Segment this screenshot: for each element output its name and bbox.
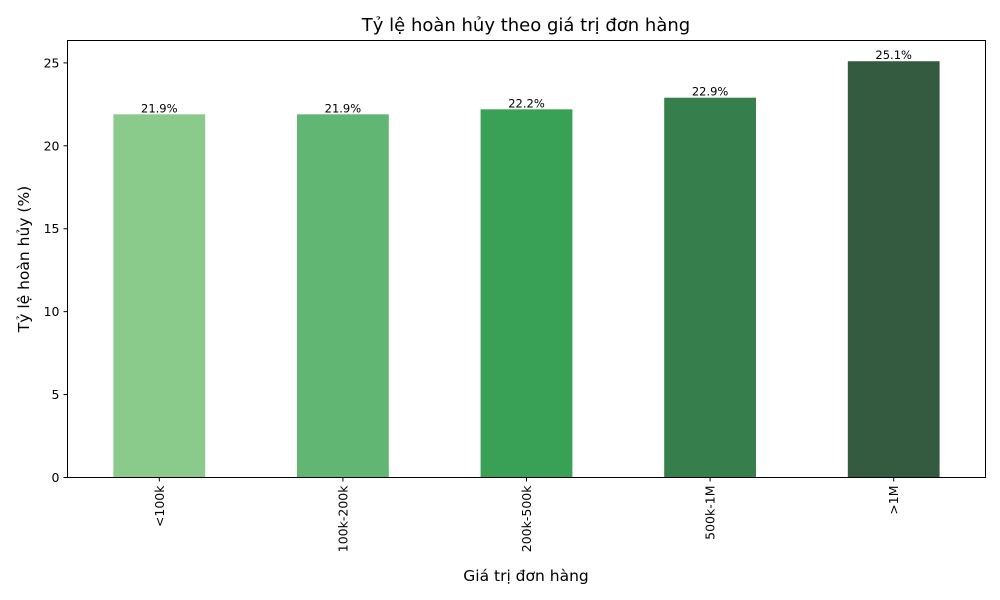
x-tick-label-3: 500k-1M	[703, 486, 718, 540]
data-label-0: 21.9%	[141, 101, 178, 115]
y-tick-label-3: 15	[44, 221, 60, 236]
x-tick-label-0: <100k	[152, 485, 167, 527]
plot-frame	[67, 40, 986, 478]
y-tick-label-5: 25	[44, 55, 60, 70]
x-axis: <100k 100k-200k 200k-500k 500k-1M >1M	[152, 477, 901, 552]
bar-2	[480, 109, 573, 478]
y-tick-label-0: 0	[52, 470, 60, 485]
data-label-2: 22.2%	[508, 96, 545, 110]
x-tick-label-2: 200k-500k	[519, 485, 534, 552]
data-label-3: 22.9%	[692, 85, 729, 99]
bars-layer	[113, 61, 940, 478]
y-tick-label-1: 5	[52, 387, 60, 402]
x-tick-label-1: 100k-200k	[335, 485, 350, 552]
y-axis-label: Tỷ lệ hoàn hủy (%)	[15, 186, 33, 333]
y-tick-label-4: 20	[44, 138, 60, 153]
y-axis: 0 5 10 15 20 25	[44, 55, 68, 485]
data-label-4: 25.1%	[875, 48, 912, 62]
bar-1	[297, 114, 389, 478]
x-axis-label: Giá trị đơn hàng	[463, 567, 588, 585]
data-label-1: 21.9%	[325, 101, 362, 115]
x-tick-label-4: >1M	[886, 486, 901, 515]
data-labels-layer: 21.9% 21.9% 22.2% 22.9% 25.1%	[141, 48, 912, 115]
bar-3	[664, 97, 756, 478]
bar-0	[113, 114, 206, 478]
bar-4	[847, 61, 940, 478]
y-tick-label-2: 10	[44, 304, 60, 319]
chart-title: Tỷ lệ hoàn hủy theo giá trị đơn hàng	[361, 15, 690, 36]
